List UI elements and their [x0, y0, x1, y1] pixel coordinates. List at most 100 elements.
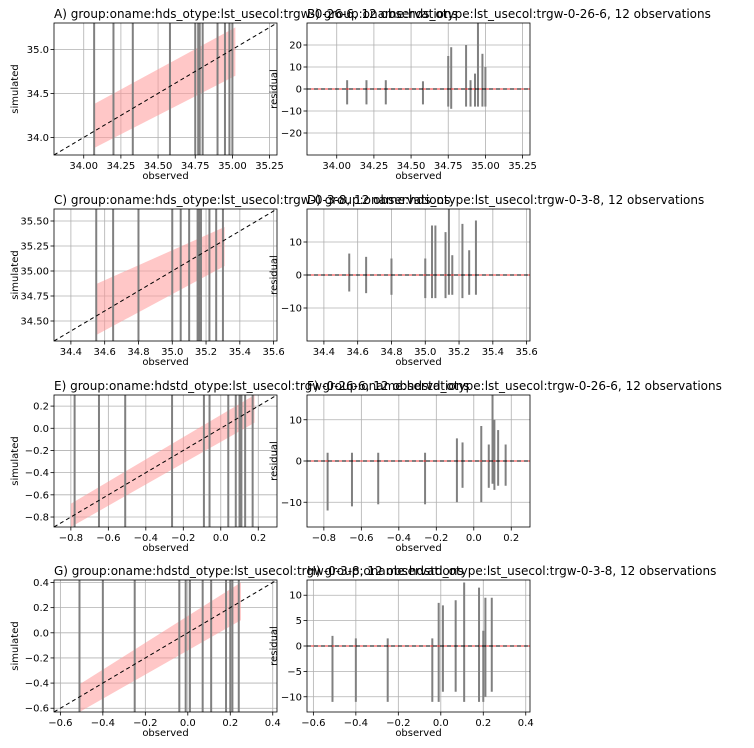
panel-e-xtick-label-0: −0.8 — [59, 533, 83, 544]
panel-b-title: B) group:oname:hds_otype:lst_usecol:trgw… — [307, 7, 711, 21]
panel-c-uncertainty-band — [96, 227, 225, 335]
panel-e-xtick-label-5: 0.2 — [250, 533, 266, 544]
panel-e-ytick-label-1: −0.6 — [25, 490, 49, 501]
panel-c-xtick-label-4: 35.2 — [195, 347, 217, 358]
panel-c-ytick-label-2: 35.00 — [20, 267, 49, 278]
panel-f-ytick-label-0: −10 — [281, 498, 302, 509]
panel-b-xlabel: observed — [395, 171, 441, 182]
panel-a-ytick-label-1: 34.5 — [27, 89, 49, 100]
panel-g-ytick-label-1: −0.4 — [25, 679, 49, 690]
panel-b-ytick-label-4: 20 — [289, 41, 302, 52]
panel-h-xtick-label-4: 0.2 — [475, 718, 491, 729]
panel-f-xtick-label-3: −0.2 — [424, 533, 448, 544]
panel-g-title: G) group:oname:hdstd_otype:lst_usecol:tr… — [54, 564, 464, 578]
panel-c-ytick-label-1: 34.75 — [20, 292, 49, 303]
panel-g-ytick-label-4: 0.2 — [33, 603, 49, 614]
panel-g-frame — [53, 579, 278, 713]
panel-a-xtick-label-1: 34.25 — [107, 161, 136, 172]
panel-a-xtick-label-2: 34.50 — [144, 161, 173, 172]
panel-e-ytick-label-3: −0.2 — [25, 446, 49, 457]
panel-c-ytick-label-3: 35.25 — [20, 242, 49, 253]
panel-f-xtick-label-2: −0.4 — [387, 533, 411, 544]
panel-h-xtick-label-1: −0.4 — [344, 718, 368, 729]
panel-a-xlabel: observed — [142, 171, 188, 182]
panel-c-ylabel: simulated — [10, 250, 21, 299]
panel-h-ytick-label-1: −5 — [287, 667, 302, 678]
panel-h-title: H) group:oname:hdstd_otype:lst_usecol:tr… — [307, 564, 716, 578]
panel-g-ytick-label-3: 0.0 — [33, 628, 49, 639]
panel-d-xtick-label-5: 35.4 — [482, 347, 504, 358]
panel-c-xtick-label-3: 35.0 — [161, 347, 183, 358]
panel-g-ytick-label-5: 0.4 — [33, 578, 49, 589]
panel-c-xlabel: observed — [142, 357, 188, 368]
panel-a-xtick-label-3: 34.75 — [181, 161, 210, 172]
panel-h-ytick-label-3: 5 — [296, 616, 302, 627]
panel-f-ytick-label-1: 0 — [296, 457, 302, 468]
panel-f: −0.8 −0.6 −0.4 −0.2 0.0 0.2 −10 0 10 observed resi… — [269, 379, 722, 554]
panel-g-ytick-label-0: −0.6 — [25, 704, 49, 715]
panel-g-xtick-label-0: −0.6 — [48, 718, 72, 729]
panel-g-xtick-label-4: 0.2 — [222, 718, 238, 729]
panel-a-ytick-label-2: 35.0 — [27, 45, 49, 56]
panel-a-xtick-label-5: 35.25 — [255, 161, 284, 172]
panel-g-xtick-label-1: −0.4 — [91, 718, 115, 729]
panel-e-ytick-label-4: 0.0 — [33, 424, 49, 435]
panel-a-xtick-label-0: 34.00 — [69, 161, 98, 172]
panel-e: −0.8 −0.6 −0.4 −0.2 0.0 0.2 −0.8 −0.6 −0.4 −0.2 0.… — [10, 379, 470, 554]
panel-c-one-to-one-line — [54, 209, 277, 341]
panel-e-xtick-label-1: −0.6 — [96, 533, 120, 544]
panel-b-ytick-label-2: 0 — [296, 85, 302, 96]
panel-e-xlabel: observed — [142, 543, 188, 554]
panel-f-title: F) group:oname:hdstd_otype:lst_usecol:tr… — [307, 379, 722, 393]
panel-b-xtick-label-4: 35.00 — [471, 161, 500, 172]
panel-g-xlabel: observed — [142, 728, 188, 739]
panel-e-ytick-label-0: −0.8 — [25, 513, 49, 524]
panel-a-frame — [53, 22, 278, 156]
panel-c-xtick-label-5: 35.4 — [229, 347, 251, 358]
panel-e-xtick-label-4: 0.0 — [213, 533, 229, 544]
panel-a-xtick-label-4: 35.00 — [218, 161, 247, 172]
panel-b: 34.00 34.25 34.50 34.75 35.00 35.25 −20 −10 0 10 2… — [269, 7, 711, 182]
panel-e-one-to-one-line — [54, 395, 277, 527]
panel-f-xtick-label-1: −0.6 — [349, 533, 373, 544]
panel-b-ytick-label-3: 10 — [289, 63, 302, 74]
panel-b-xtick-label-0: 34.00 — [322, 161, 351, 172]
panel-b-xtick-label-5: 35.25 — [508, 161, 537, 172]
panel-d-xlabel: observed — [395, 357, 441, 368]
panel-e-frame — [53, 394, 278, 528]
panel-c-xtick-label-0: 34.4 — [60, 347, 82, 358]
panel-h-xtick-label-5: 0.4 — [518, 718, 534, 729]
panel-d-ytick-label-2: 10 — [289, 238, 302, 249]
panel-c-xtick-label-6: 35.6 — [262, 347, 284, 358]
panel-b-ytick-label-1: −10 — [281, 107, 302, 118]
panel-h-ytick-label-0: −10 — [281, 692, 302, 703]
panel-a-ytick-label-0: 34.0 — [27, 133, 49, 144]
panel-h-xlabel: observed — [395, 728, 441, 739]
panel-a-one-to-one-line — [54, 23, 277, 155]
panel-c-title: C) group:oname:hds_otype:lst_usecol:trgw… — [54, 193, 450, 207]
panel-b-xtick-label-2: 34.50 — [397, 161, 426, 172]
panel-c-ytick-label-4: 35.50 — [20, 217, 49, 228]
panel-d-xtick-label-4: 35.2 — [448, 347, 470, 358]
panel-e-ylabel: simulated — [10, 436, 21, 485]
panel-g-xtick-label-3: 0.0 — [180, 718, 196, 729]
panel-h-ytick-label-2: 0 — [296, 642, 302, 653]
panel-g-ylabel: simulated — [10, 621, 21, 670]
panel-a-title: A) group:oname:hds_otype:lst_usecol:trgw… — [54, 7, 458, 21]
panel-d-xtick-label-1: 34.6 — [347, 347, 369, 358]
panel-g: −0.6 −0.4 −0.2 0.0 0.2 0.4 −0.6 −0.4 −0.2 0.0 0.2 0… — [10, 564, 464, 739]
panel-d-xtick-label-0: 34.4 — [313, 347, 335, 358]
panel-f-xtick-label-4: 0.0 — [466, 533, 482, 544]
panel-d-ytick-label-0: −10 — [281, 304, 302, 315]
panel-d-ytick-label-1: 0 — [296, 271, 302, 282]
panel-e-xtick-label-2: −0.4 — [134, 533, 158, 544]
panel-g-ytick-label-2: −0.2 — [25, 653, 49, 664]
panel-b-ytick-label-0: −20 — [281, 129, 302, 140]
panel-d-ylabel: residual — [269, 255, 280, 295]
panel-h-xtick-label-3: 0.0 — [433, 718, 449, 729]
panel-g-one-to-one-line — [54, 580, 277, 712]
panel-e-xtick-label-3: −0.2 — [171, 533, 195, 544]
panel-f-xtick-label-0: −0.8 — [312, 533, 336, 544]
panel-d: 34.4 34.6 34.8 35.0 35.2 35.4 35.6 −10 0 10 observ… — [269, 193, 704, 368]
